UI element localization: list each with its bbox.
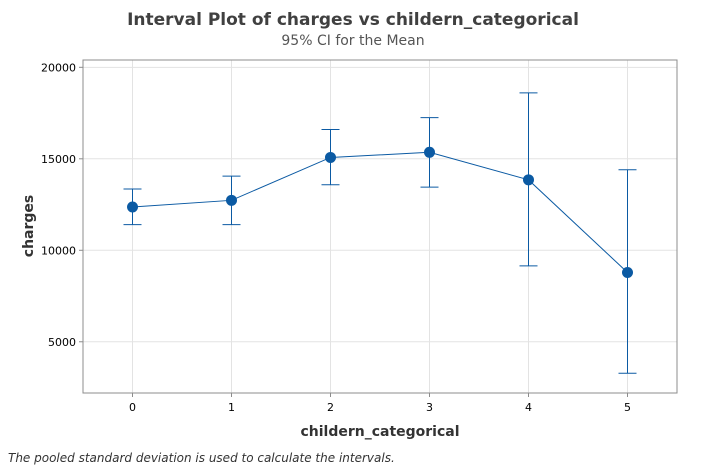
mean-point	[127, 201, 138, 213]
series	[123, 92, 637, 374]
plot-frame	[82, 59, 678, 394]
x-tick-label: 2	[327, 401, 334, 414]
mean-connect-line	[132, 151, 628, 273]
x-tick-label: 1	[228, 401, 235, 414]
chart-subtitle: 95% CI for the Mean	[281, 33, 424, 49]
mean-point	[424, 146, 435, 158]
x-axis-label: childern_categorical	[300, 424, 459, 440]
x-axis-ticks: 0 1 2 3 4 5	[129, 393, 631, 414]
y-tick-label: 20000	[41, 61, 76, 74]
x-tick-label: 4	[525, 401, 532, 414]
mean-point	[622, 266, 633, 278]
x-tick-label: 3	[426, 401, 433, 414]
interval-plot: Interval Plot of charges vs childern_cat…	[21, 10, 678, 440]
mean-point	[226, 194, 237, 206]
y-tick-label: 15000	[41, 153, 76, 166]
mean-point	[325, 151, 336, 163]
y-axis-ticks: 5000 10000 15000 20000	[41, 61, 83, 349]
y-axis-label: charges	[21, 195, 37, 257]
x-tick-label: 5	[624, 401, 631, 414]
chart-title: Interval Plot of charges vs childern_cat…	[127, 10, 579, 30]
y-tick-label: 5000	[48, 336, 76, 349]
y-tick-label: 10000	[41, 244, 76, 257]
footnote: The pooled standard deviation is used to…	[8, 451, 395, 465]
gridlines	[83, 60, 677, 393]
x-tick-label: 0	[129, 401, 136, 414]
mean-point	[523, 174, 534, 186]
